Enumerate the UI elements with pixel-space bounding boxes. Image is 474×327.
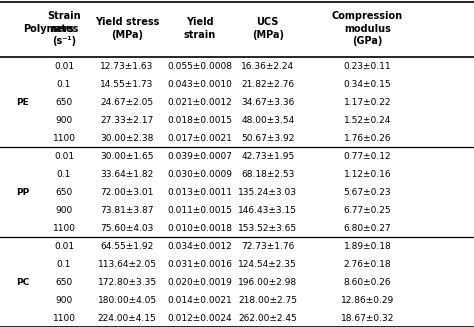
Text: 153.52±3.65: 153.52±3.65: [238, 224, 297, 232]
Text: 24.67±2.05: 24.67±2.05: [100, 98, 154, 107]
Text: 5.67±0.23: 5.67±0.23: [344, 188, 391, 197]
Text: 72.00±3.01: 72.00±3.01: [100, 188, 154, 197]
Text: 0.034±0.0012: 0.034±0.0012: [168, 242, 232, 250]
Text: 0.011±0.0015: 0.011±0.0015: [167, 206, 233, 215]
Text: 0.017±0.0021: 0.017±0.0021: [168, 134, 232, 143]
Text: 0.23±0.11: 0.23±0.11: [344, 62, 391, 71]
Text: 900: 900: [55, 206, 73, 215]
Text: 34.67±3.36: 34.67±3.36: [241, 98, 294, 107]
Text: 900: 900: [55, 296, 73, 304]
Text: 6.77±0.25: 6.77±0.25: [344, 206, 391, 215]
Text: 8.60±0.26: 8.60±0.26: [344, 278, 391, 286]
Text: 16.36±2.24: 16.36±2.24: [241, 62, 294, 71]
Text: 146.43±3.15: 146.43±3.15: [238, 206, 297, 215]
Text: 48.00±3.54: 48.00±3.54: [241, 116, 294, 125]
Text: 1.12±0.16: 1.12±0.16: [344, 170, 391, 179]
Text: 650: 650: [55, 98, 73, 107]
Text: 30.00±2.38: 30.00±2.38: [100, 134, 154, 143]
Text: 0.01: 0.01: [54, 62, 74, 71]
Text: 0.012±0.0024: 0.012±0.0024: [168, 314, 232, 322]
Text: 1.76±0.26: 1.76±0.26: [344, 134, 391, 143]
Text: Polymers: Polymers: [23, 24, 73, 34]
Text: Strain
rates
(s⁻¹): Strain rates (s⁻¹): [47, 11, 81, 46]
Text: 0.020±0.0019: 0.020±0.0019: [168, 278, 232, 286]
Text: 75.60±4.03: 75.60±4.03: [100, 224, 154, 232]
Text: 30.00±1.65: 30.00±1.65: [100, 152, 154, 161]
Text: 1.17±0.22: 1.17±0.22: [344, 98, 391, 107]
Text: 0.34±0.15: 0.34±0.15: [344, 80, 391, 89]
Text: 0.014±0.0021: 0.014±0.0021: [168, 296, 232, 304]
Text: 64.55±1.92: 64.55±1.92: [100, 242, 154, 250]
Text: 14.55±1.73: 14.55±1.73: [100, 80, 154, 89]
Text: 262.00±2.45: 262.00±2.45: [238, 314, 297, 322]
Text: 224.00±4.15: 224.00±4.15: [98, 314, 156, 322]
Text: PP: PP: [16, 188, 29, 197]
Text: UCS
(MPa): UCS (MPa): [252, 17, 284, 40]
Text: 18.67±0.32: 18.67±0.32: [341, 314, 394, 322]
Text: 0.039±0.0007: 0.039±0.0007: [167, 152, 233, 161]
Text: 0.1: 0.1: [57, 80, 71, 89]
Text: 650: 650: [55, 278, 73, 286]
Text: 21.82±2.76: 21.82±2.76: [241, 80, 294, 89]
Text: PC: PC: [16, 278, 29, 286]
Text: 0.018±0.0015: 0.018±0.0015: [167, 116, 233, 125]
Text: 0.021±0.0012: 0.021±0.0012: [168, 98, 232, 107]
Text: Yield stress
(MPa): Yield stress (MPa): [95, 17, 159, 40]
Text: 196.00±2.98: 196.00±2.98: [238, 278, 297, 286]
Text: PE: PE: [17, 98, 29, 107]
Text: 124.54±2.35: 124.54±2.35: [238, 260, 297, 268]
Text: 0.030±0.0009: 0.030±0.0009: [167, 170, 233, 179]
Text: 180.00±4.05: 180.00±4.05: [98, 296, 156, 304]
Text: 42.73±1.95: 42.73±1.95: [241, 152, 294, 161]
Text: Compression
modulus
(GPa): Compression modulus (GPa): [332, 11, 403, 46]
Text: Yield
strain: Yield strain: [184, 17, 216, 40]
Text: 72.73±1.76: 72.73±1.76: [241, 242, 294, 250]
Text: 0.1: 0.1: [57, 170, 71, 179]
Text: 0.77±0.12: 0.77±0.12: [344, 152, 391, 161]
Text: 650: 650: [55, 188, 73, 197]
Text: 0.013±0.0011: 0.013±0.0011: [167, 188, 233, 197]
Text: 1.52±0.24: 1.52±0.24: [344, 116, 391, 125]
Text: 0.1: 0.1: [57, 260, 71, 268]
Text: 6.80±0.27: 6.80±0.27: [344, 224, 391, 232]
Text: 218.00±2.75: 218.00±2.75: [238, 296, 297, 304]
Text: 50.67±3.92: 50.67±3.92: [241, 134, 294, 143]
Text: 73.81±3.87: 73.81±3.87: [100, 206, 154, 215]
Text: 0.043±0.0010: 0.043±0.0010: [168, 80, 232, 89]
Text: 0.055±0.0008: 0.055±0.0008: [167, 62, 233, 71]
Text: 68.18±2.53: 68.18±2.53: [241, 170, 294, 179]
Text: 1100: 1100: [53, 314, 75, 322]
Text: 27.33±2.17: 27.33±2.17: [100, 116, 154, 125]
Text: 0.01: 0.01: [54, 152, 74, 161]
Text: 900: 900: [55, 116, 73, 125]
Text: 113.64±2.05: 113.64±2.05: [98, 260, 156, 268]
Text: 12.86±0.29: 12.86±0.29: [341, 296, 394, 304]
Text: 0.010±0.0018: 0.010±0.0018: [167, 224, 233, 232]
Text: 12.73±1.63: 12.73±1.63: [100, 62, 154, 71]
Text: 1.89±0.18: 1.89±0.18: [344, 242, 391, 250]
Text: 0.031±0.0016: 0.031±0.0016: [167, 260, 233, 268]
Text: 33.64±1.82: 33.64±1.82: [100, 170, 154, 179]
Text: 2.76±0.18: 2.76±0.18: [344, 260, 391, 268]
Text: 1100: 1100: [53, 134, 75, 143]
Text: 1100: 1100: [53, 224, 75, 232]
Text: 172.80±3.35: 172.80±3.35: [98, 278, 156, 286]
Text: 0.01: 0.01: [54, 242, 74, 250]
Text: 135.24±3.03: 135.24±3.03: [238, 188, 297, 197]
